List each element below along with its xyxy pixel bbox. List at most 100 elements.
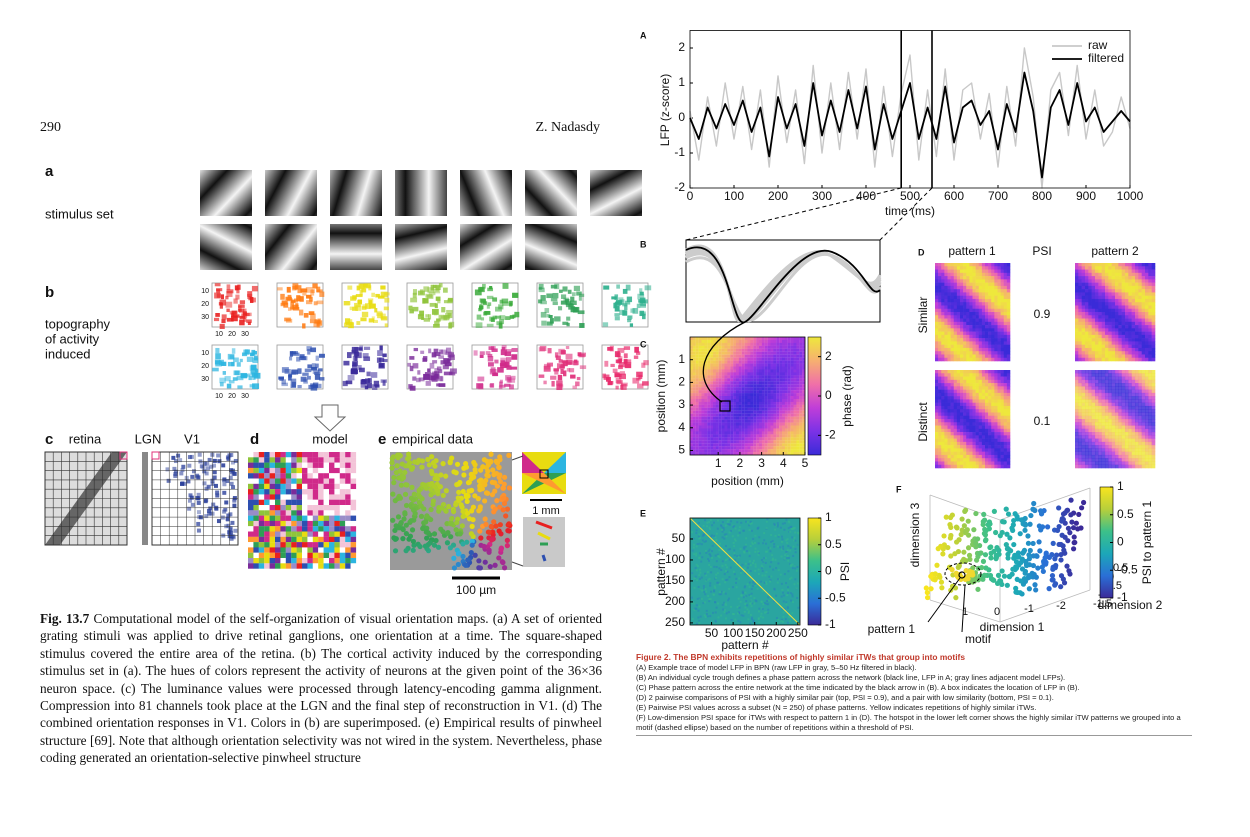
mosaic-cell [307,542,313,547]
phase-cell [935,386,938,390]
phase-cell [765,375,768,378]
mosaic-cell [264,553,270,558]
mosaic-cell [270,457,276,462]
mosaic-cell [307,457,313,462]
phase-cell [690,443,693,446]
map-cell [240,359,243,362]
phase-cell [748,364,751,367]
empirical-dot [482,457,487,462]
map-cell [290,351,293,356]
phase-cell [739,428,742,431]
v1-cell [205,487,209,491]
phase-cell [991,312,994,316]
phase-cell [756,405,759,408]
phase-cell [1112,266,1116,270]
phase-cell [969,345,972,349]
phase-cell [745,434,748,437]
empirical-dot [485,491,490,496]
mosaic-cell [291,542,297,547]
phase-cell [1092,312,1096,316]
phase-cell [1135,302,1139,306]
empirical-dot [406,452,411,457]
phase-cell [727,349,730,352]
phase-cell [768,367,771,370]
phase-cell [969,312,972,316]
mosaic-cell [275,463,281,468]
map-cell [299,356,306,360]
phase-cell [998,341,1001,345]
phase-cell [935,302,938,306]
phase-cell [773,449,776,452]
phase-cell [736,367,739,370]
mosaic-cell [270,489,276,494]
phase-cell [973,279,976,283]
phase-cell [702,417,705,420]
phase-cell [1148,325,1152,329]
phase-cell [696,343,699,346]
phase-cell [944,335,947,339]
phase-cell [1145,296,1149,300]
phase-cell [794,426,797,429]
mosaic-cell [334,484,340,489]
phase-cell [794,381,797,384]
phase-cell [1118,286,1122,290]
phase-cell [696,411,699,414]
mosaic-cell [329,526,335,531]
phase-cell [1148,305,1152,309]
phase-cell [748,417,751,420]
empirical-dot [411,548,416,553]
phase-cell [960,279,963,283]
phase-cell [1142,296,1146,300]
phase-cell [963,322,966,326]
phase-cell [1108,358,1112,362]
phase-cell [779,411,782,414]
map-cell [360,290,363,296]
phase-cell [713,355,716,358]
mosaic-cell [253,547,259,552]
phase-cell [771,443,774,446]
phase-cell [702,423,705,426]
phase-cell [745,420,748,423]
map-cell [312,363,316,369]
phase-cell [762,372,765,375]
map-cell [300,296,304,302]
v1-cell [206,466,210,470]
phase-cell [707,402,710,405]
phase-cell [963,315,966,319]
mosaic-cell [291,452,297,457]
mosaic-cell [318,479,324,484]
phase-cell [716,349,719,352]
phase-cell [727,449,730,452]
phase-cell [935,422,938,426]
phase-cell [725,390,728,393]
empirical-dot [498,547,503,552]
phase-cell [1095,283,1099,287]
phase-cell [1138,279,1142,283]
phase-cell [748,367,751,370]
phase-cell [1095,270,1099,274]
phase-cell [988,276,991,280]
phase-cell [1082,332,1086,336]
mosaic-cell [253,532,259,537]
map-cell [299,310,303,316]
phase-cell [710,355,713,358]
mosaic-cell [340,521,346,526]
phase-cell [935,396,938,400]
phase-cell [745,381,748,384]
phase-cell [773,434,776,437]
phase-cell [779,352,782,355]
phase-cell [1112,358,1116,362]
phase-cell [1007,335,1010,339]
mosaic-cell [253,558,259,563]
map-cell [240,300,245,304]
phase-cell [699,349,702,352]
phase-cell [1122,341,1126,345]
mosaic-cell [313,510,319,515]
phase-cell [1128,270,1132,274]
phase-cell [960,276,963,280]
y-tick-label: 1 [678,352,685,366]
phase-cell [998,312,1001,316]
phase-cell [985,276,988,280]
phase-cell [1145,325,1149,329]
phase-cell [991,302,994,306]
